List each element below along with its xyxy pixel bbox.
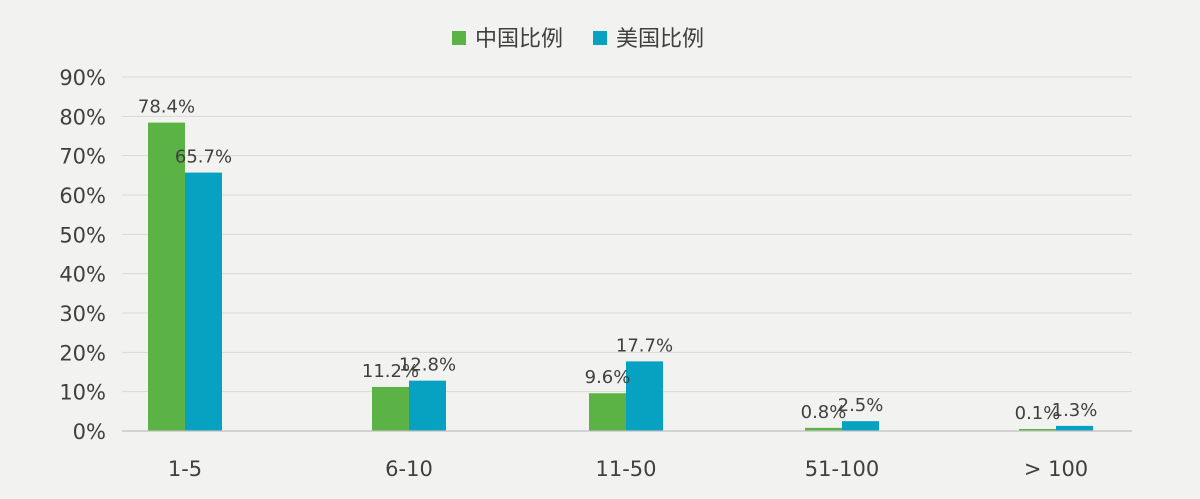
y-tick-label: 30%: [59, 302, 106, 326]
y-tick-label: 10%: [59, 381, 106, 405]
y-axis: 0% 10% 20% 30% 40% 50% 60% 70% 80% 90%: [59, 66, 106, 444]
data-label: 65.7%: [175, 147, 232, 168]
data-label: 2.5%: [838, 395, 884, 416]
legend-label-1: 中国比例: [475, 27, 563, 52]
data-label: 1.3%: [1052, 400, 1098, 421]
x-tick-label: 1-5: [168, 457, 202, 481]
data-label: 78.4%: [138, 97, 195, 118]
bars: [148, 122, 1093, 432]
y-tick-label: 80%: [59, 105, 106, 129]
y-tick-label: 70%: [59, 145, 106, 169]
bar-usa-4: [842, 421, 879, 431]
data-label: 12.8%: [399, 355, 456, 376]
data-labels: 78.4% 65.7% 11.2%12.8% 9.6% 17.7% 0.8%2.5% 0.1…: [138, 97, 1097, 424]
y-tick-label: 40%: [59, 263, 106, 287]
x-tick-label: > 100: [1024, 457, 1088, 481]
bar-usa-3: [626, 361, 663, 431]
legend-swatch-2: [593, 31, 607, 45]
bar-china-1: [148, 122, 185, 432]
legend-label-2: 美国比例: [616, 27, 704, 52]
x-axis: 1-5 6-10 11-50 51-100 > 100: [122, 430, 1132, 481]
bar-china-4: [805, 427, 842, 431]
data-label: 0.1%: [1015, 403, 1061, 424]
bar-usa-5: [1056, 425, 1093, 431]
y-tick-label: 90%: [59, 66, 106, 90]
y-tick-label: 20%: [59, 341, 106, 365]
y-tick-label: 0%: [73, 420, 106, 444]
bar-usa-1: [185, 172, 222, 431]
bar-usa-2: [409, 380, 446, 431]
x-tick-label: 11-50: [595, 457, 656, 481]
bar-china-3: [589, 393, 626, 431]
data-label: 17.7%: [616, 335, 673, 356]
gridlines: [122, 76, 1132, 393]
x-tick-label: 51-100: [805, 457, 879, 481]
legend-swatch-1: [452, 31, 466, 45]
data-label: 0.8%: [801, 402, 847, 423]
y-tick-label: 60%: [59, 184, 106, 208]
x-tick-label: 6-10: [385, 457, 433, 481]
legend: 中国比例 美国比例: [452, 27, 704, 52]
data-label: 9.6%: [585, 367, 631, 388]
bar-china-2: [372, 386, 409, 431]
data-label: 11.2%: [362, 361, 419, 382]
bar-china-5: [1019, 429, 1056, 431]
y-tick-label: 50%: [59, 223, 106, 247]
